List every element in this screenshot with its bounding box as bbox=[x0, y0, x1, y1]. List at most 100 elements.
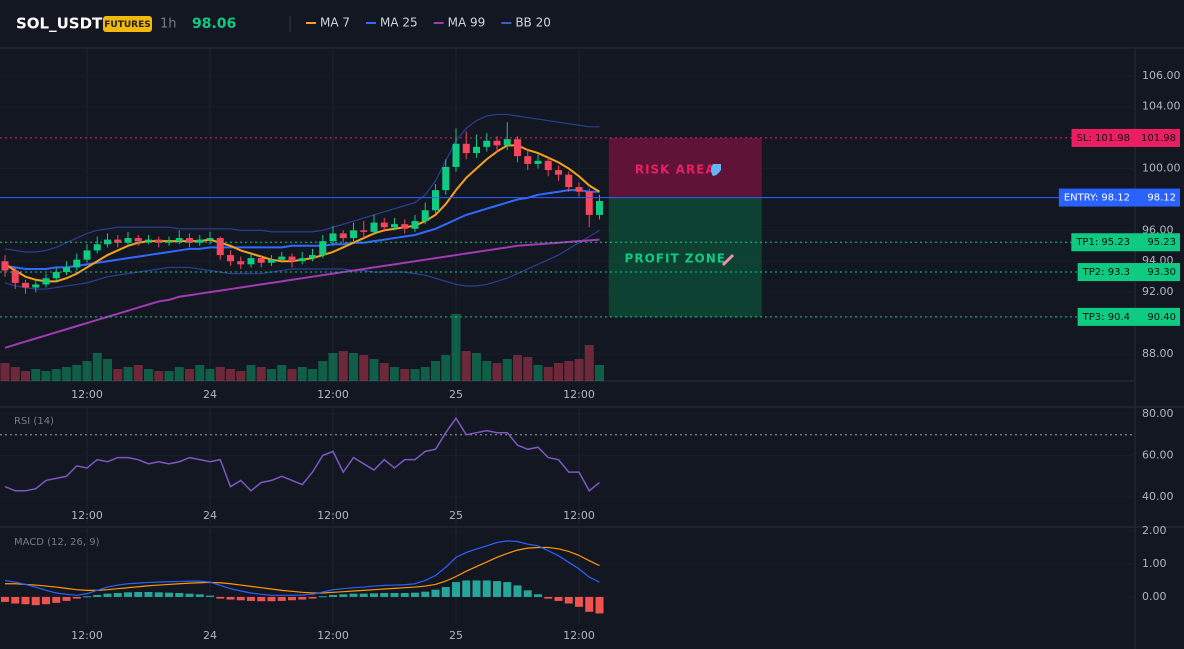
histogram-bar bbox=[390, 592, 399, 597]
histogram-bar bbox=[554, 596, 563, 601]
y-tick-label: 80.00 bbox=[1142, 407, 1174, 420]
histogram-bar bbox=[1, 596, 9, 602]
y-tick-label: 104.00 bbox=[1142, 100, 1181, 113]
volume-bar bbox=[174, 367, 184, 381]
volume-bar bbox=[0, 363, 10, 381]
candle-body bbox=[124, 238, 132, 243]
y-tick-label: 92.00 bbox=[1142, 285, 1174, 298]
histogram-bar bbox=[431, 589, 440, 597]
candle-body bbox=[165, 241, 173, 243]
panel-title: MACD (12, 26, 9) bbox=[14, 537, 100, 548]
zone bbox=[608, 137, 762, 198]
volume-bar bbox=[10, 367, 20, 381]
histogram-bar bbox=[277, 596, 286, 601]
histogram-bar bbox=[195, 594, 204, 597]
legend-label: MA 7 bbox=[320, 16, 350, 30]
x-tick-label: 12:00 bbox=[563, 509, 595, 522]
volume-bar bbox=[92, 353, 102, 381]
level-label: TP2: 93.3 bbox=[1082, 267, 1130, 278]
volume-bar bbox=[543, 367, 553, 381]
volume-bar bbox=[492, 363, 502, 381]
volume-bar bbox=[472, 353, 481, 381]
histogram-bar bbox=[308, 596, 317, 599]
zone bbox=[608, 197, 762, 317]
candle-body bbox=[42, 278, 50, 285]
volume-bar bbox=[318, 361, 328, 381]
volume-bar bbox=[400, 369, 410, 381]
volume-bar bbox=[441, 355, 451, 381]
x-tick-label: 24 bbox=[203, 388, 217, 401]
histogram-bar bbox=[206, 595, 214, 597]
interval: 1h bbox=[160, 17, 177, 32]
x-tick-label: 12:00 bbox=[563, 388, 595, 401]
histogram-bar bbox=[339, 594, 348, 597]
candle-body bbox=[186, 238, 193, 243]
candle-body bbox=[298, 258, 306, 262]
macd-line bbox=[4, 540, 600, 596]
histogram-bar bbox=[236, 596, 245, 601]
candle-body bbox=[216, 238, 224, 256]
volume-bar bbox=[523, 357, 533, 381]
histogram-bar bbox=[113, 592, 122, 597]
candle-body bbox=[534, 160, 542, 164]
histogram-bar bbox=[165, 592, 173, 597]
level-label: SL: 101.98 bbox=[1077, 133, 1130, 144]
level-value: 90.40 bbox=[1147, 312, 1176, 323]
x-tick-label: 12:00 bbox=[71, 509, 103, 522]
volume-bar bbox=[390, 367, 399, 381]
zone-label: RISK AREA bbox=[635, 163, 716, 177]
candle-body bbox=[452, 143, 460, 167]
x-tick-label: 24 bbox=[203, 629, 217, 642]
histogram-bar bbox=[400, 592, 409, 597]
x-tick-label: 25 bbox=[449, 388, 463, 401]
candle-body bbox=[278, 256, 286, 260]
histogram-bar bbox=[472, 580, 481, 597]
legend-label: MA 25 bbox=[380, 16, 418, 30]
volume-bar bbox=[123, 367, 133, 381]
candle-body bbox=[257, 258, 265, 263]
histogram-bar bbox=[380, 592, 389, 597]
histogram-bar bbox=[124, 592, 132, 597]
volume-bar bbox=[328, 353, 338, 381]
volume-bar bbox=[154, 371, 164, 381]
histogram-bar bbox=[575, 596, 583, 607]
histogram-bar bbox=[318, 596, 327, 598]
volume-bar bbox=[164, 371, 174, 381]
volume-bar bbox=[369, 359, 379, 381]
volume-bar bbox=[205, 369, 215, 381]
volume-bar bbox=[256, 367, 266, 381]
x-tick-label: 12:00 bbox=[317, 388, 349, 401]
histogram-bar bbox=[288, 596, 296, 601]
candle-body bbox=[555, 170, 562, 175]
histogram-bar bbox=[42, 596, 50, 605]
volume-bar bbox=[133, 365, 143, 381]
y-tick-label: 0.00 bbox=[1142, 590, 1167, 603]
level-label: TP3: 90.4 bbox=[1082, 312, 1130, 323]
candle-body bbox=[411, 221, 419, 229]
candle-body bbox=[503, 139, 511, 146]
volume-bar bbox=[113, 369, 123, 381]
y-tick-label: 100.00 bbox=[1142, 162, 1181, 175]
histogram-bar bbox=[52, 596, 61, 603]
volume-bar bbox=[379, 363, 389, 381]
candle-body bbox=[360, 230, 368, 232]
candle-body bbox=[421, 210, 429, 222]
histogram-bar bbox=[62, 596, 71, 601]
histogram-bar bbox=[452, 582, 460, 597]
volume-bar bbox=[246, 365, 256, 381]
level-value: 93.30 bbox=[1147, 267, 1176, 278]
volume-bar bbox=[410, 369, 420, 381]
histogram-bar bbox=[370, 593, 378, 597]
candle-body bbox=[329, 233, 337, 242]
histogram-bar bbox=[185, 593, 194, 597]
volume-bar bbox=[21, 371, 30, 381]
histogram-bar bbox=[359, 593, 368, 597]
candle-body bbox=[380, 222, 388, 228]
histogram-bar bbox=[134, 592, 143, 597]
candle-body bbox=[391, 224, 398, 228]
volume-bar bbox=[41, 371, 51, 381]
level-badge bbox=[1071, 128, 1180, 147]
volume-bar bbox=[533, 365, 543, 381]
candle-body bbox=[462, 143, 470, 154]
